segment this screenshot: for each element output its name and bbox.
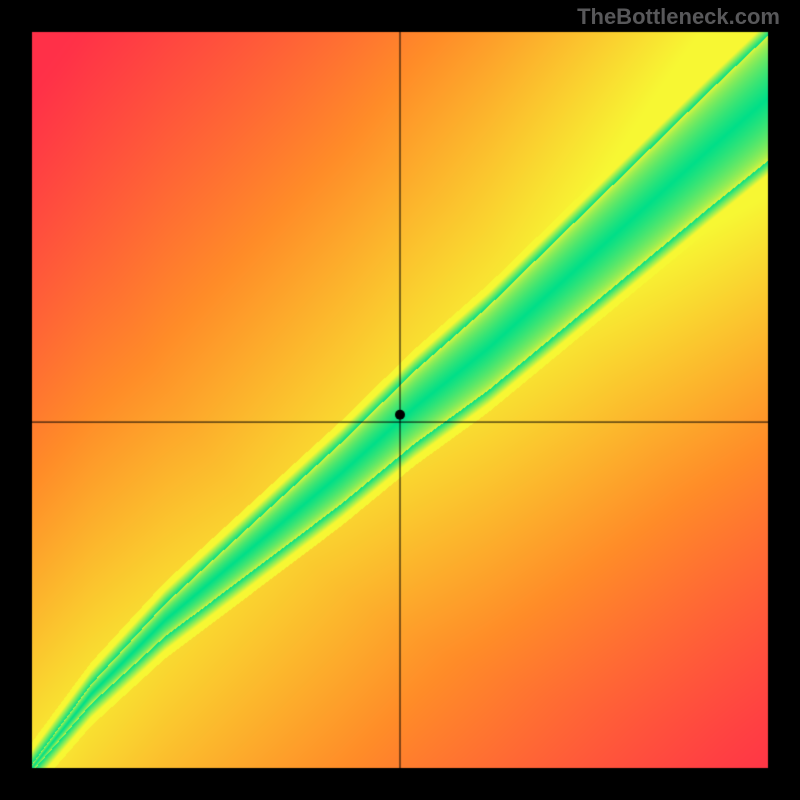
heatmap-canvas bbox=[0, 0, 800, 800]
chart-container: TheBottleneck.com bbox=[0, 0, 800, 800]
watermark-text: TheBottleneck.com bbox=[577, 4, 780, 30]
